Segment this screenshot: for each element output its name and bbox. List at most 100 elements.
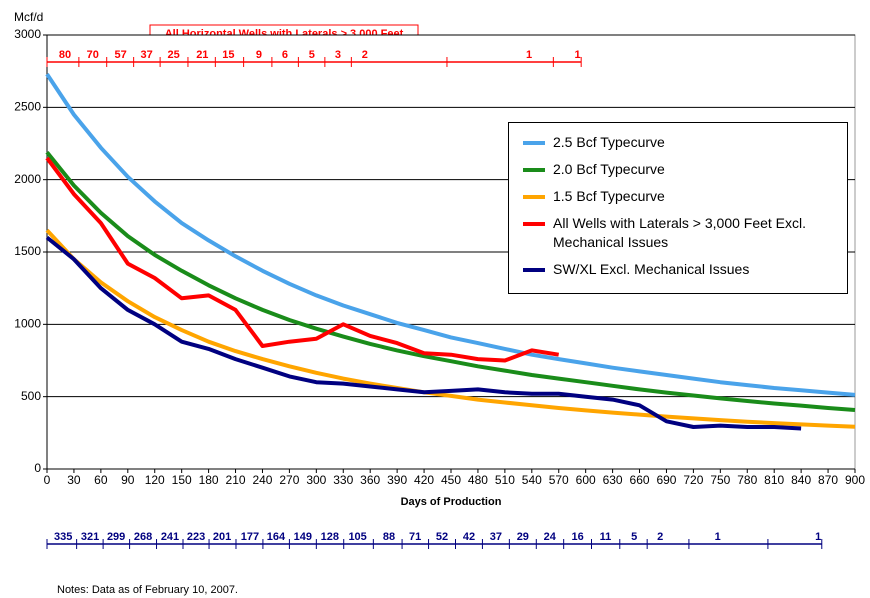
x-tick-label: 300 [306,473,326,487]
y-tick-label: 0 [34,461,41,475]
legend-label: All Wells with Laterals > 3,000 Feet Exc… [553,215,807,250]
count-label: 2 [362,49,368,61]
x-tick-label: 180 [199,473,219,487]
count-label: 241 [161,531,179,543]
count-label: 164 [267,531,286,543]
count-label: 268 [134,531,152,543]
x-tick-label: 120 [145,473,165,487]
series-line [45,235,802,431]
count-label: 42 [463,531,475,543]
count-label: 105 [348,531,366,543]
count-label: 6 [282,49,288,61]
legend-swatch [523,195,545,199]
count-label: 88 [383,531,395,543]
x-tick-label: 810 [764,473,784,487]
legend: 2.5 Bcf Typecurve 2.0 Bcf Typecurve 1.5 Bc… [508,122,848,294]
legend-item: 2.0 Bcf Typecurve [519,160,837,179]
x-tick-label: 450 [441,473,461,487]
count-label: 177 [241,531,259,543]
x-tick-label: 420 [414,473,434,487]
count-label: 15 [222,49,234,61]
count-label: 9 [256,49,262,61]
legend-swatch [523,268,545,272]
x-tick-label: 510 [495,473,515,487]
legend-label: SW/XL Excl. Mechanical Issues [553,261,750,277]
count-label: 71 [409,531,421,543]
count-label: 1 [526,49,532,61]
series-line [45,228,856,429]
legend-swatch [523,222,545,226]
count-label: 335 [54,531,72,543]
x-tick-label: 870 [818,473,838,487]
x-tick-label: 690 [656,473,676,487]
count-label: 70 [87,49,99,61]
legend-swatch [523,168,545,172]
count-label: 16 [571,531,583,543]
x-tick-label: 780 [737,473,757,487]
x-axis-label: Days of Production [401,496,502,508]
count-label: 21 [196,49,208,61]
count-label: 80 [59,49,71,61]
x-tick-label: 60 [94,473,108,487]
x-tick-label: 210 [226,473,246,487]
count-label: 11 [600,531,612,543]
count-label: 1 [715,531,721,543]
y-tick-label: 500 [21,389,41,403]
count-label: 3 [335,49,341,61]
count-label: 25 [167,49,179,61]
legend-item: All Wells with Laterals > 3,000 Feet Exc… [519,214,837,252]
x-tick-label: 600 [576,473,596,487]
series-line [45,72,856,397]
x-tick-label: 150 [172,473,192,487]
y-tick-label: 2000 [14,172,41,186]
count-label: 5 [631,531,637,543]
legend-label: 1.5 Bcf Typecurve [553,188,665,204]
note: Notes: Data as of February 10, 2007. [57,584,238,596]
legend-label: 2.0 Bcf Typecurve [553,161,665,177]
count-label: 5 [309,49,315,61]
x-tick-label: 570 [549,473,569,487]
x-tick-label: 270 [279,473,299,487]
count-label: 128 [321,531,339,543]
x-tick-label: 30 [67,473,81,487]
y-tick-label: 1000 [14,317,41,331]
x-tick-label: 540 [522,473,542,487]
legend-item: 1.5 Bcf Typecurve [519,187,837,206]
y-tick-label: 2500 [14,100,41,114]
count-label: 201 [213,531,231,543]
legend-item: 2.5 Bcf Typecurve [519,133,837,152]
count-label: 1 [815,531,821,543]
x-tick-label: 480 [468,473,488,487]
count-label: 321 [81,531,99,543]
x-tick-label: 90 [121,473,135,487]
count-label: 29 [517,531,529,543]
x-tick-label: 630 [603,473,623,487]
x-tick-label: 720 [683,473,703,487]
x-tick-label: 390 [387,473,407,487]
x-tick-label: 240 [252,473,272,487]
count-label: 223 [187,531,205,543]
x-tick-label: 330 [333,473,353,487]
series-line [45,156,560,363]
legend-label: 2.5 Bcf Typecurve [553,134,665,150]
count-label: 37 [490,531,502,543]
x-tick-label: 660 [630,473,650,487]
count-label: 1 [575,49,581,61]
count-label: 57 [114,49,126,61]
x-tick-label: 360 [360,473,380,487]
count-label: 52 [436,531,448,543]
y-tick-label: 1500 [14,244,41,258]
count-label: 2 [657,531,663,543]
x-tick-label: 750 [710,473,730,487]
x-tick-label: 900 [845,473,865,487]
count-label: 299 [107,531,125,543]
x-tick-label: 0 [44,473,51,487]
y-axis-label: Mcf/d [14,10,43,24]
legend-item: SW/XL Excl. Mechanical Issues [519,260,837,279]
x-tick-label: 840 [791,473,811,487]
legend-swatch [523,141,545,145]
series-line [45,150,856,412]
count-label: 149 [294,531,312,543]
